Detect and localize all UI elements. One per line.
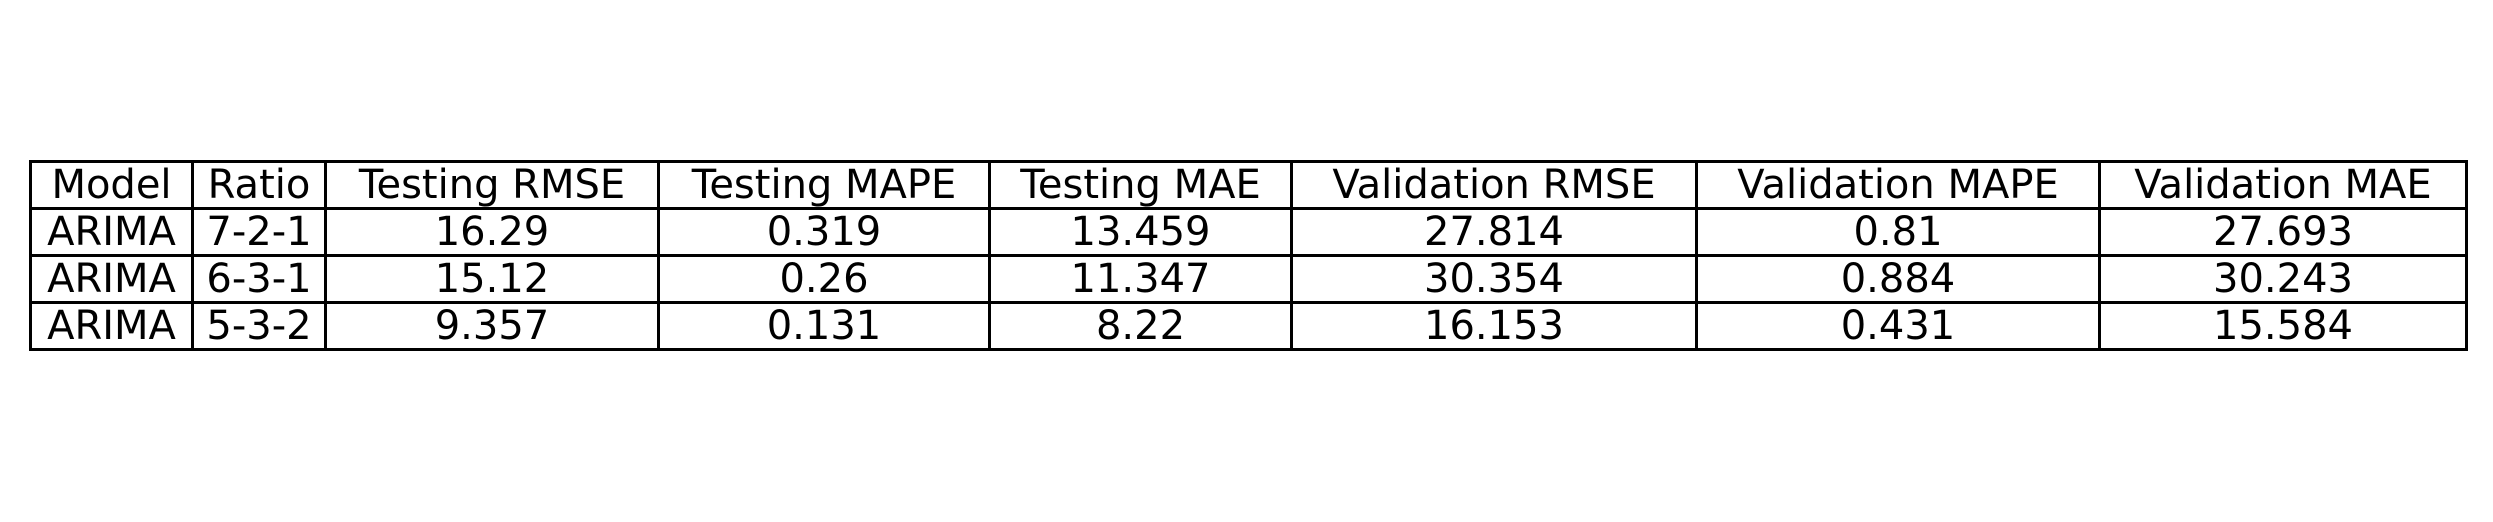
column-header: Testing RMSE	[324, 160, 660, 210]
table-cell: ARIMA	[29, 254, 194, 304]
table-cell: 15.584	[2098, 301, 2468, 351]
column-header: Testing MAPE	[657, 160, 991, 210]
column-header: Validation RMSE	[1290, 160, 1698, 210]
table-cell: 0.26	[657, 254, 991, 304]
table-cell: 13.459	[988, 207, 1293, 257]
table-cell: ARIMA	[29, 207, 194, 257]
table-cell: 0.884	[1695, 254, 2101, 304]
table-row: ARIMA 7-2-1 16.29 0.319 13.459 27.814 0.…	[29, 207, 2468, 257]
table-cell: 11.347	[988, 254, 1293, 304]
column-header: Model	[29, 160, 194, 210]
table-row: ARIMA 6-3-1 15.12 0.26 11.347 30.354 0.8…	[29, 254, 2468, 304]
table-cell: 16.29	[324, 207, 660, 257]
table-header-row: Model Ratio Testing RMSE Testing MAPE Te…	[29, 160, 2468, 210]
table-cell: 15.12	[324, 254, 660, 304]
table-cell: 30.354	[1290, 254, 1698, 304]
table-cell: 0.131	[657, 301, 991, 351]
column-header: Validation MAE	[2098, 160, 2468, 210]
table-cell: 16.153	[1290, 301, 1698, 351]
table-cell: 6-3-1	[191, 254, 327, 304]
table-cell: 27.814	[1290, 207, 1698, 257]
table-cell: 8.22	[988, 301, 1293, 351]
table-cell: ARIMA	[29, 301, 194, 351]
table-cell: 9.357	[324, 301, 660, 351]
table-row: ARIMA 5-3-2 9.357 0.131 8.22 16.153 0.43…	[29, 301, 2468, 351]
results-table: Model Ratio Testing RMSE Testing MAPE Te…	[29, 160, 2468, 351]
table-cell: 7-2-1	[191, 207, 327, 257]
table-cell: 0.431	[1695, 301, 2101, 351]
table-cell: 0.81	[1695, 207, 2101, 257]
table-cell: 5-3-2	[191, 301, 327, 351]
column-header: Validation MAPE	[1695, 160, 2101, 210]
column-header: Ratio	[191, 160, 327, 210]
table-cell: 0.319	[657, 207, 991, 257]
column-header: Testing MAE	[988, 160, 1293, 210]
table-cell: 27.693	[2098, 207, 2468, 257]
table-cell: 30.243	[2098, 254, 2468, 304]
